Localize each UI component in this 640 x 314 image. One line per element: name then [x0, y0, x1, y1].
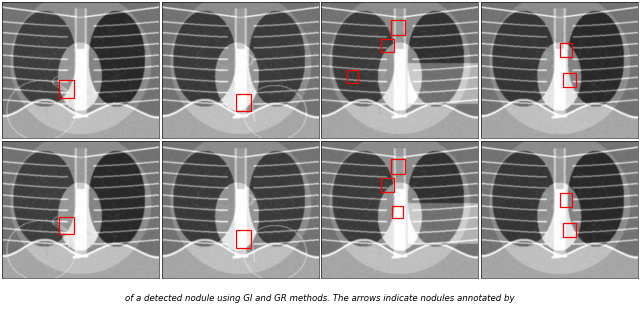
- Text: of a detected nodule using GI and GR methods. The arrows indicate nodules annota: of a detected nodule using GI and GR met…: [125, 294, 515, 303]
- Bar: [390, 159, 405, 174]
- Bar: [560, 43, 572, 57]
- Bar: [563, 73, 575, 87]
- Bar: [59, 216, 74, 234]
- Bar: [236, 94, 252, 111]
- Bar: [381, 178, 394, 192]
- Bar: [560, 193, 572, 207]
- Bar: [347, 70, 358, 83]
- Bar: [59, 80, 74, 98]
- Bar: [381, 39, 394, 52]
- Bar: [390, 19, 405, 35]
- Bar: [392, 206, 403, 218]
- Bar: [563, 223, 575, 237]
- Bar: [236, 230, 252, 248]
